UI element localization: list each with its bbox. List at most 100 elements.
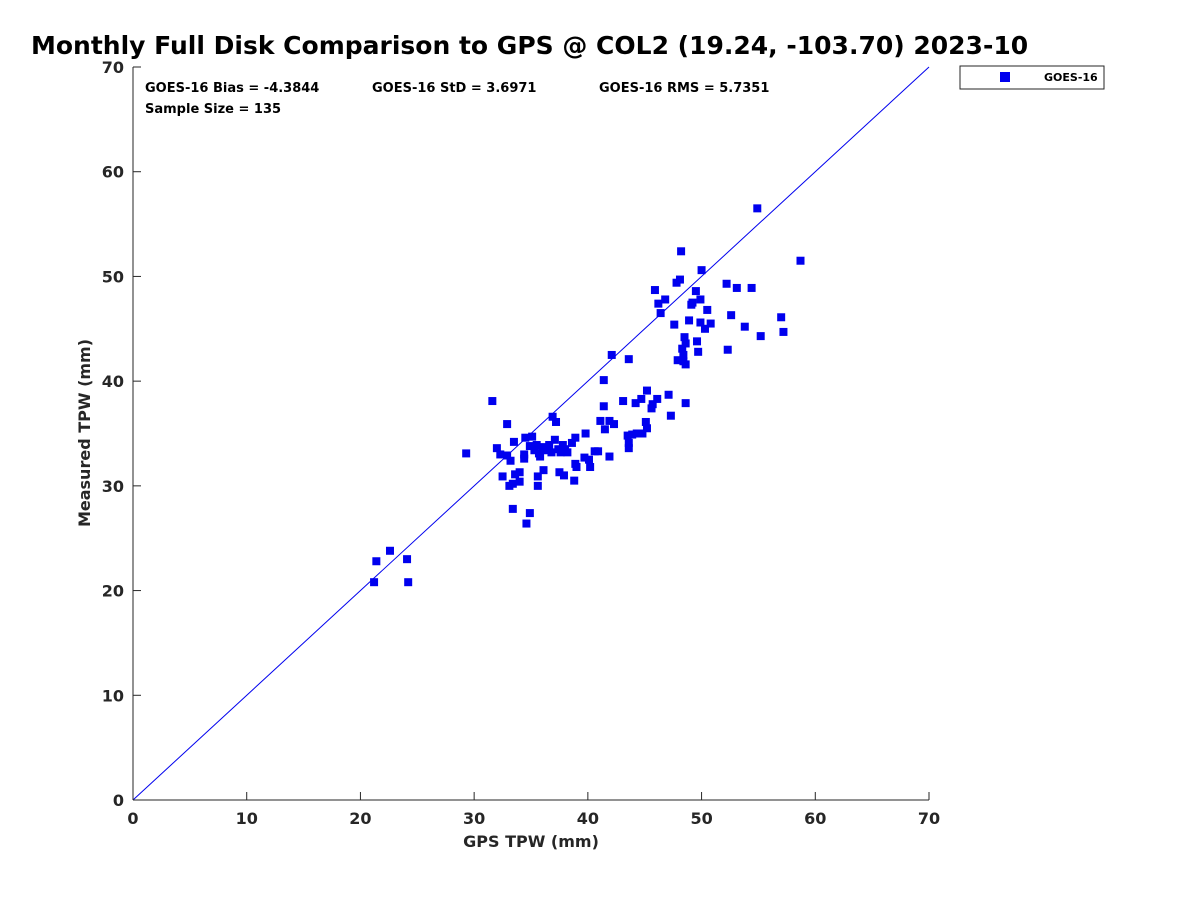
- data-point: [515, 477, 524, 486]
- data-point: [753, 204, 762, 213]
- x-tick-label: 30: [463, 809, 485, 828]
- data-point: [696, 295, 705, 304]
- data-point: [661, 295, 670, 304]
- data-point: [681, 360, 690, 369]
- data-point: [385, 546, 394, 555]
- data-point: [756, 332, 765, 341]
- data-point: [673, 356, 682, 365]
- data-point: [404, 578, 413, 587]
- data-point: [679, 350, 688, 359]
- data-point: [681, 399, 690, 408]
- data-point: [515, 468, 524, 477]
- data-point: [675, 275, 684, 284]
- data-point: [555, 468, 564, 477]
- data-point: [558, 441, 567, 450]
- bias-stat: GOES-16 Bias = -4.3844: [145, 81, 319, 96]
- data-point: [520, 454, 529, 463]
- data-point: [563, 448, 572, 457]
- data-point: [506, 456, 515, 465]
- data-point: [600, 425, 609, 434]
- data-point: [559, 471, 568, 480]
- data-point: [796, 256, 805, 265]
- y-tick-label: 50: [102, 267, 124, 286]
- data-point: [539, 446, 548, 455]
- data-point: [777, 313, 786, 322]
- data-point: [498, 472, 507, 481]
- x-tick-label: 70: [918, 809, 940, 828]
- data-point: [556, 448, 565, 457]
- data-point: [605, 452, 614, 461]
- data-point: [610, 420, 619, 429]
- data-point: [619, 397, 628, 406]
- x-axis-label: GPS TPW (mm): [463, 832, 599, 851]
- data-point: [694, 347, 703, 356]
- data-point: [533, 472, 542, 481]
- data-point: [525, 509, 534, 518]
- data-point: [508, 479, 517, 488]
- data-point: [691, 287, 700, 296]
- data-point: [594, 447, 603, 456]
- data-point: [532, 441, 541, 450]
- data-point: [624, 355, 633, 364]
- data-point: [706, 319, 715, 328]
- x-tick-label: 60: [804, 809, 826, 828]
- x-tick-label: 40: [577, 809, 599, 828]
- data-point: [528, 432, 537, 441]
- data-point: [581, 429, 590, 438]
- data-point: [631, 399, 640, 408]
- data-point: [550, 435, 559, 444]
- legend-marker-goes-16: [1000, 72, 1010, 82]
- data-point: [747, 283, 756, 292]
- data-point: [653, 394, 662, 403]
- x-tick-label: 20: [349, 809, 371, 828]
- data-point: [552, 417, 561, 426]
- data-point: [525, 442, 534, 451]
- y-tick-label: 70: [102, 58, 124, 77]
- rms-stat: GOES-16 RMS = 5.7351: [599, 81, 769, 96]
- data-point: [664, 390, 673, 399]
- y-tick-label: 20: [102, 582, 124, 601]
- data-point: [779, 327, 788, 336]
- y-axis-label: Measured TPW (mm): [75, 339, 94, 527]
- data-point: [496, 450, 505, 459]
- x-tick-label: 50: [690, 809, 712, 828]
- data-point: [488, 397, 497, 406]
- x-tick-label: 0: [127, 809, 138, 828]
- data-point: [607, 350, 616, 359]
- data-point: [624, 444, 633, 453]
- data-point: [656, 309, 665, 318]
- y-tick-label: 60: [102, 163, 124, 182]
- data-point: [680, 333, 689, 342]
- data-point: [599, 376, 608, 385]
- data-point: [688, 298, 697, 307]
- x-tick-label: 10: [236, 809, 258, 828]
- data-point: [647, 404, 656, 413]
- data-point: [548, 412, 557, 421]
- data-point: [570, 476, 579, 485]
- data-point: [732, 283, 741, 292]
- data-point: [648, 400, 657, 409]
- data-point: [586, 463, 595, 472]
- data-point: [547, 448, 556, 457]
- data-point: [623, 431, 632, 440]
- data-point: [740, 322, 749, 331]
- y-tick-label: 10: [102, 686, 124, 705]
- data-point: [403, 555, 412, 564]
- data-point: [530, 446, 539, 455]
- data-point: [650, 286, 659, 295]
- data-point: [681, 339, 690, 348]
- sample-size-stat: Sample Size = 135: [145, 102, 281, 117]
- data-point: [693, 337, 702, 346]
- y-tick-label: 40: [102, 372, 124, 391]
- data-point: [670, 320, 679, 329]
- data-point: [539, 466, 548, 475]
- data-point: [533, 481, 542, 490]
- data-point: [666, 411, 675, 420]
- data-point: [462, 449, 471, 458]
- data-point: [605, 416, 614, 425]
- data-point: [628, 430, 637, 439]
- data-point: [599, 402, 608, 411]
- data-point: [521, 433, 530, 442]
- data-point: [696, 318, 705, 327]
